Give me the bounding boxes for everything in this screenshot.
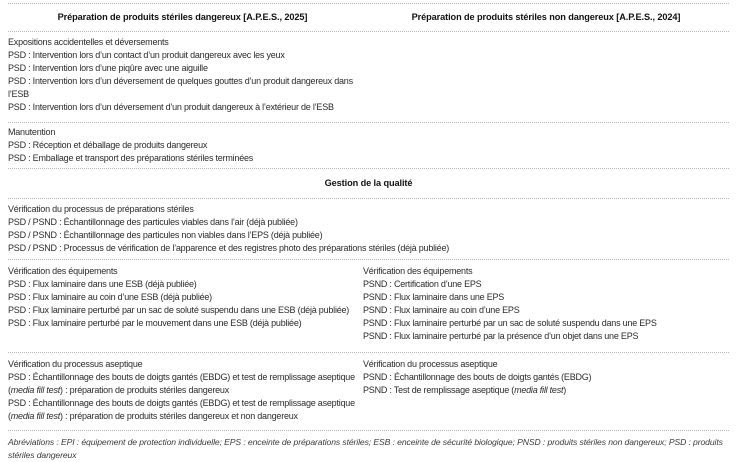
equipements-right-cell: Vérification des équipements PSND : Cert… (363, 265, 729, 343)
table-text-line: PSD : Emballage et transport des prépara… (8, 153, 254, 163)
table-text-line: PSND : Flux laminaire perturbé par la pr… (363, 331, 639, 341)
table-text-line: PSD / PSND : Échantillonnage des particu… (8, 217, 298, 227)
column-header-right: Préparation de produits stériles non dan… (411, 12, 681, 22)
section-title: Vérification du processus aseptique (363, 359, 498, 369)
table-text-line: PSD : Réception et déballage de produits… (8, 140, 208, 150)
table-text-line: PSND : Flux laminaire perturbé par un sa… (363, 318, 657, 328)
table-text-line: PSND : Flux laminaire dans une EPS (363, 292, 505, 302)
section-title: Vérification du processus de préparation… (8, 204, 194, 214)
equipements-left-cell: Vérification des équipements PSD : Flux … (8, 265, 357, 343)
table-header-row: Préparation de produits stériles dangere… (8, 3, 729, 31)
section-equipements: Vérification des équipements PSD : Flux … (8, 259, 729, 352)
item-list: PSD : Intervention lors d’un contact d’u… (8, 49, 357, 114)
item-list: PSD : Échantillonnage des bouts de doigt… (8, 371, 357, 423)
table-text-line: PSND : Échantillonnage des bouts de doig… (363, 372, 592, 382)
item-list: PSD : Réception et déballage de produits… (8, 139, 357, 165)
section-expositions: Expositions accidentelles et déversement… (8, 31, 729, 122)
section-aseptique: Vérification du processus aseptique PSD … (8, 352, 729, 430)
item-list: PSND : Échantillonnage des bouts de doig… (363, 371, 729, 397)
table-text-line: PSD : Échantillonnage des bouts de doigt… (8, 372, 355, 395)
table-text-line: PSD : Intervention lors d’un déversement… (8, 102, 334, 112)
section-title: Vérification du processus aseptique (8, 359, 143, 369)
item-list: PSD : Flux laminaire dans une ESB (déjà … (8, 278, 357, 330)
section-manutention: Manutention PSD : Réception et déballage… (8, 122, 729, 168)
table-text-line: PSD : Échantillonnage des bouts de doigt… (8, 398, 355, 421)
table-text-line: PSND : Flux laminaire au coin d’une EPS (363, 305, 520, 315)
table-text-line: PSD : Intervention lors d’un contact d’u… (8, 50, 285, 60)
table-text-line: PSD : Flux laminaire dans une ESB (déjà … (8, 279, 197, 289)
aseptique-right-cell: Vérification du processus aseptique PSND… (363, 358, 729, 423)
table-text-line: PSD : Intervention lors d’un déversement… (8, 76, 353, 99)
table-text-line: PSND : Test de remplissage aseptique (me… (363, 385, 567, 395)
table-text-line: PSND : Certification d’une EPS (363, 279, 482, 289)
table-text-line: PSD / PSND : Échantillonnage des particu… (8, 230, 323, 240)
section-banner-quality: Gestion de la qualité (8, 168, 729, 198)
table-text-line: PSD : Flux laminaire au coin d’une ESB (… (8, 292, 212, 302)
section-title: Vérification des équipements (8, 266, 118, 276)
abbreviations-note: Abréviations : EPI : équipement de prote… (8, 430, 729, 462)
aseptique-left-cell: Vérification du processus aseptique PSD … (8, 358, 357, 423)
table-text-line: PSD : Flux laminaire perturbé par le mou… (8, 318, 302, 328)
table-text-line: PSD / PSND : Processus de vérification d… (8, 243, 450, 253)
table-text-line: PSD : Flux laminaire perturbé par un sac… (8, 305, 350, 315)
section-title: Manutention (8, 127, 56, 137)
section-processus-steriles: Vérification du processus de préparation… (8, 198, 729, 259)
item-list: PSD / PSND : Échantillonnage des particu… (8, 216, 729, 255)
section-title: Expositions accidentelles et déversement… (8, 37, 169, 47)
item-list: PSND : Certification d’une EPS PSND : Flu… (363, 278, 729, 343)
section-title: Vérification des équipements (363, 266, 473, 276)
table-text-line: PSD : Intervention lors d’une piqûre ave… (8, 63, 208, 73)
column-header-left: Préparation de produits stériles dangere… (57, 12, 308, 22)
